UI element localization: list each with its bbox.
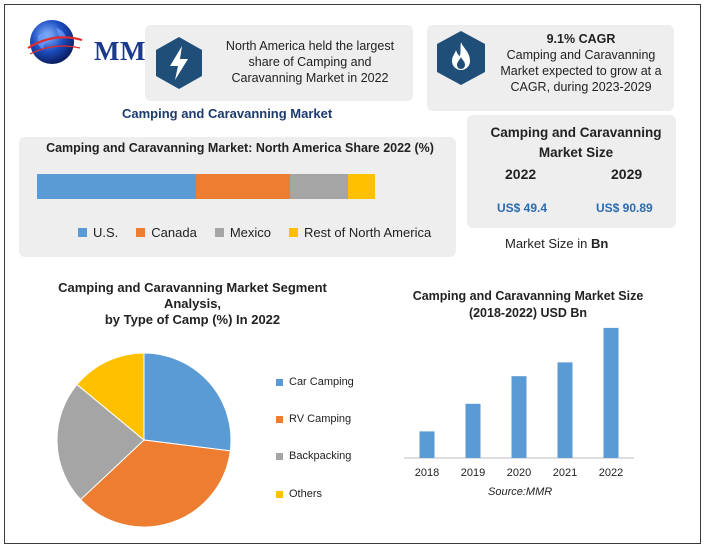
market-size-title: Camping and Caravanning Market Size <box>490 125 662 160</box>
bar-tick-label: 2020 <box>507 467 531 479</box>
lightning-icon <box>156 37 202 89</box>
callout-card-left: North America held the largest share of … <box>145 25 413 101</box>
bar-chart-title: Camping and Caravanning Market Size (201… <box>396 288 660 322</box>
pie-title-line2: Analysis, <box>163 296 222 311</box>
legend-label: Others <box>289 488 323 500</box>
market-size-unit: Market Size in Bn <box>505 236 608 251</box>
legend-label: RV Camping <box>289 413 352 425</box>
legend-label: Mexico <box>229 225 272 240</box>
share-legend-item: U.S. <box>78 225 118 240</box>
infographic-frame <box>4 4 701 544</box>
callout-right-text: Camping and Caravanning Market expected … <box>500 48 662 94</box>
legend-swatch <box>289 228 299 237</box>
bar-tick-label: 2022 <box>599 467 623 479</box>
pie-chart <box>56 352 232 528</box>
market-size-panel <box>467 115 676 228</box>
share-segment-canada <box>195 174 291 199</box>
legend-swatch <box>78 228 87 237</box>
pie-legend-item: Others <box>276 488 322 500</box>
pie-slice-backpacking <box>56 383 145 501</box>
share-legend-item: Rest of North America <box>289 225 431 240</box>
legend-swatch <box>214 228 224 237</box>
callout-left-text: North America held the largest share of … <box>225 39 395 85</box>
bar-2019 <box>465 403 481 458</box>
pie-slice-others <box>76 352 145 442</box>
share-stacked-bar <box>37 174 375 199</box>
legend-label: Backpacking <box>289 450 352 462</box>
legend-label: Car Camping <box>289 376 354 388</box>
share-segment-u-s- <box>37 174 196 199</box>
bar-2022 <box>603 327 619 458</box>
pie-slice-car-camping <box>143 352 232 452</box>
pie-legend-item: Car Camping <box>276 376 354 388</box>
logo: MMR <box>24 14 165 74</box>
share-legend-item: Mexico <box>214 225 272 240</box>
source-note: Source:MMR <box>488 486 553 498</box>
bar-2018 <box>419 431 435 458</box>
pie-chart-title: Camping and Caravanning Market Segment A… <box>40 280 345 328</box>
legend-swatch <box>276 378 283 386</box>
bar-2021 <box>557 362 573 458</box>
unit-prefix: Market Size in <box>505 236 591 251</box>
legend-swatch <box>276 415 283 423</box>
bar-chart: 2018 2019 2020 2021 2022 <box>404 327 634 479</box>
legend-label: U.S. <box>93 225 119 240</box>
bar-title-line2: (2018-2022) USD Bn <box>468 306 588 320</box>
pie-legend-item: RV Camping <box>276 413 351 425</box>
share-segment-mexico <box>290 174 348 199</box>
share-legend: U.S. Canada Mexico Rest of North America <box>78 225 431 240</box>
market-size-year-2029: 2029 <box>611 166 643 182</box>
callout-right-headline: 9.1% CAGR <box>546 32 616 46</box>
bar-title-line1: Camping and Caravanning Market Size <box>412 289 644 303</box>
market-size-year-2022: 2022 <box>505 166 537 182</box>
pie-title-line3: by Type of Camp (%) In 2022 <box>104 312 281 327</box>
legend-swatch <box>276 490 283 498</box>
flame-icon <box>437 31 485 85</box>
share-segment-rest-of-north-america <box>347 174 375 199</box>
unit-bold: Bn <box>590 236 609 251</box>
legend-label: Rest of North America <box>304 225 432 240</box>
callout-card-right: 9.1% CAGR Camping and Caravanning Market… <box>427 25 674 111</box>
legend-swatch <box>136 228 146 237</box>
bar-tick-label: 2021 <box>553 467 577 479</box>
globe-icon <box>27 20 83 64</box>
bar-2020 <box>511 376 527 458</box>
share-legend-item: Canada <box>136 225 197 240</box>
legend-label: Canada <box>151 225 197 240</box>
market-size-value-2022: US$ 49.4 <box>497 201 548 215</box>
bar-tick-label: 2018 <box>415 467 439 479</box>
pie-slice-rv-camping <box>79 439 231 528</box>
section-title: Camping and Caravanning Market <box>122 106 333 121</box>
share-chart-title: Camping and Caravanning Market: North Am… <box>46 141 434 155</box>
pie-legend-item: Backpacking <box>276 450 351 462</box>
legend-swatch <box>276 452 283 460</box>
pie-title-line1: Camping and Caravanning Market Segment <box>58 280 327 295</box>
market-size-value-2029: US$ 90.89 <box>596 201 653 215</box>
bar-tick-label: 2019 <box>461 467 485 479</box>
